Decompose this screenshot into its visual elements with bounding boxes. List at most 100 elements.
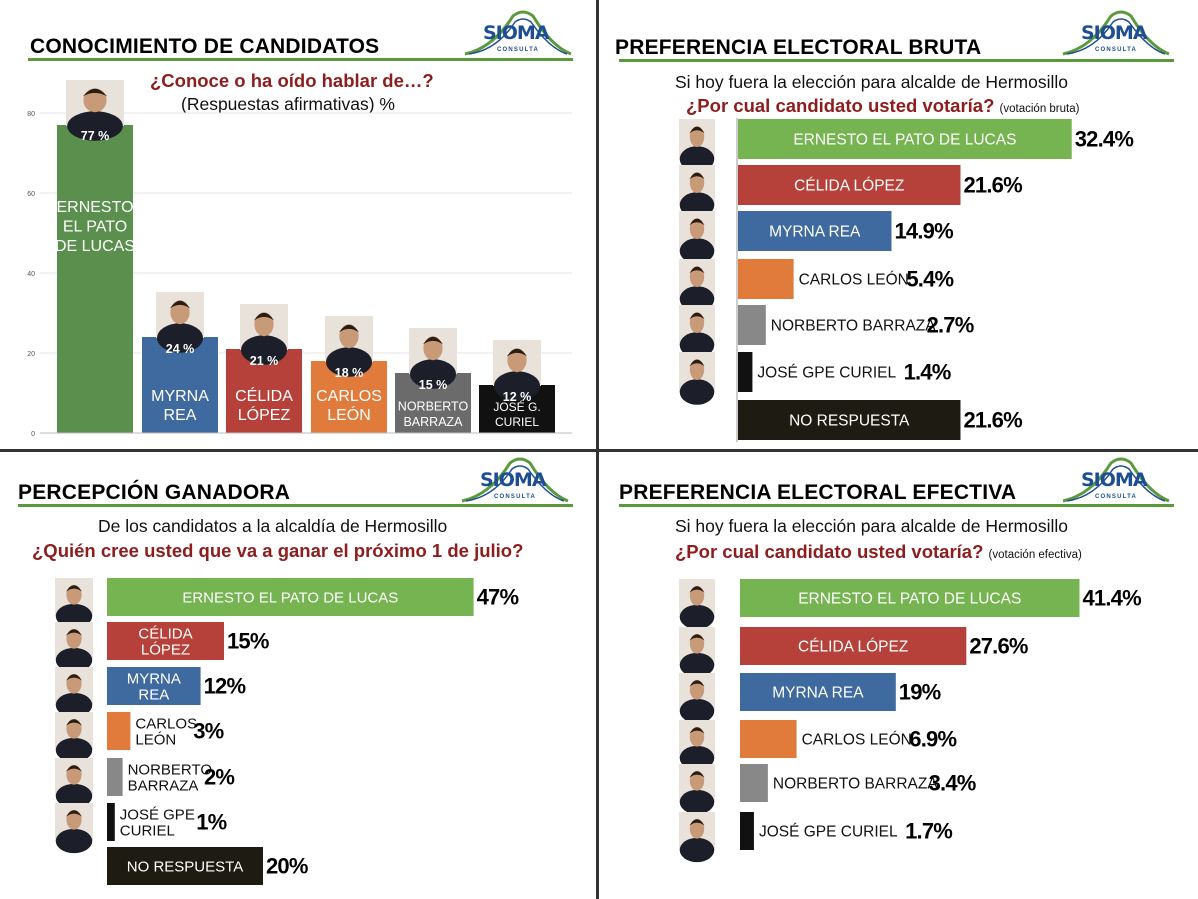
- category-label: JOSÉ GPE CURIEL: [759, 823, 898, 840]
- value-label: 47%: [477, 585, 519, 610]
- category-label: CARLOS LEÓN: [802, 731, 912, 748]
- panel-preferencia-bruta: PREFERENCIA ELECTORAL BRUTA SIOMA CONSUL…: [599, 0, 1198, 449]
- horizontal-divider: [0, 449, 1198, 452]
- category-label: EL PATO: [63, 219, 127, 236]
- bar-5: [738, 305, 766, 345]
- bar-5: [740, 764, 768, 802]
- logo-text: SIOMA: [483, 22, 550, 44]
- intro-text: Si hoy fuera la elección para alcalde de…: [675, 72, 1068, 92]
- sioma-logo: SIOMA CONSULTA: [1061, 455, 1171, 505]
- value-label: 1.7%: [905, 819, 952, 844]
- candidate-photo: [156, 292, 204, 353]
- candidate-photo: [679, 259, 715, 312]
- question-label: ¿Por cual candidato usted votaría?: [675, 541, 984, 562]
- category-label: CARLOS: [316, 388, 382, 405]
- category-label: BARRAZA: [128, 777, 199, 794]
- value-label: 21.6%: [963, 408, 1022, 433]
- question-label: ¿Por cual candidato usted votaría?: [686, 95, 995, 116]
- candidate-photo: [55, 622, 93, 673]
- value-label: 12 %: [503, 390, 532, 404]
- category-label: LÓPEZ: [238, 405, 291, 424]
- bar-4: [740, 720, 797, 758]
- category-label: BARRAZA: [403, 415, 463, 429]
- bar-1: [738, 119, 1072, 159]
- note-text: (votación bruta): [999, 103, 1080, 115]
- value-label: 6.9%: [909, 727, 956, 752]
- raw-preference-bar-chart: ERNESTO EL PATO DE LUCAS 32.4% CÉLIDA LÓPE…: [679, 118, 1134, 442]
- candidate-photo: [679, 165, 715, 218]
- value-label: 32.4%: [1075, 127, 1134, 152]
- value-label: 27.6%: [969, 634, 1028, 659]
- category-label: LEÓN: [135, 731, 176, 748]
- panel-title: PERCEPCIÓN GANADORA: [18, 481, 291, 504]
- value-label: 15 %: [419, 378, 448, 392]
- y-tick-label: 40: [27, 271, 35, 278]
- candidate-photo: [55, 803, 93, 854]
- category-label: MYRNA REA: [772, 684, 864, 701]
- value-label: 20%: [266, 854, 308, 879]
- value-label: 21.6%: [963, 173, 1022, 198]
- bar-5: [107, 758, 123, 796]
- panel-conocimiento: CONOCIMIENTO DE CANDIDATOS SIOMA CONSULT…: [0, 0, 596, 449]
- panel-title: PREFERENCIA ELECTORAL BRUTA: [615, 36, 982, 59]
- sioma-logo: SIOMA CONSULTA: [460, 455, 570, 505]
- question-text: ¿Por cual candidato usted votaría? (vota…: [686, 95, 1079, 117]
- candidate-photo: [55, 758, 93, 809]
- category-label: CARLOS LEÓN: [799, 271, 909, 288]
- category-label: JOSÉ G.: [493, 399, 540, 414]
- value-label: 2.7%: [927, 313, 974, 338]
- candidate-photo: [679, 720, 715, 771]
- value-label: 21 %: [250, 354, 279, 368]
- bar-4: [107, 712, 131, 750]
- intro-text: De los candidatos a la alcaldía de Hermo…: [98, 516, 448, 536]
- note-text: (Respuestas afirmativas) %: [181, 94, 395, 114]
- candidate-photo: [409, 328, 457, 389]
- logo-text: SIOMA: [1081, 22, 1148, 44]
- candidate-photo: [55, 667, 93, 718]
- candidate-photo: [679, 352, 715, 405]
- candidate-photo: [679, 579, 715, 630]
- bar-3: [738, 211, 892, 251]
- category-label: LÓPEZ: [141, 641, 190, 658]
- bar-2: [738, 165, 961, 205]
- value-label: 14.9%: [894, 219, 953, 244]
- value-label: 15%: [227, 629, 269, 654]
- value-label: 41.4%: [1082, 586, 1141, 611]
- category-label: NO RESPUESTA: [127, 858, 243, 875]
- value-label: 2%: [204, 765, 234, 790]
- title-underline: [619, 504, 1174, 507]
- y-tick-label: 60: [27, 191, 35, 198]
- panel-title: PREFERENCIA ELECTORAL EFECTIVA: [619, 481, 1017, 504]
- category-label: CÉLIDA LÓPEZ: [798, 638, 908, 655]
- bar-1: [107, 578, 474, 616]
- sioma-logo: SIOMA CONSULTA: [1061, 8, 1171, 58]
- category-label: NORBERTO BARRAZA: [773, 775, 938, 792]
- bar-4: [738, 259, 794, 299]
- bar-6: [107, 803, 115, 841]
- bar-3: [740, 673, 896, 711]
- category-label: ERNESTO: [56, 199, 133, 216]
- question-text: ¿Quién cree usted que va a ganar el próx…: [32, 540, 524, 561]
- value-label: 1.4%: [904, 360, 951, 385]
- bar-3: [107, 667, 201, 705]
- logo-subtext: CONSULTA: [1095, 47, 1138, 53]
- category-label: JOSÉ GPE CURIEL: [757, 364, 896, 381]
- category-label: CÉLIDA: [235, 386, 293, 405]
- bar-2: [107, 622, 224, 660]
- category-label: CÉLIDA LÓPEZ: [794, 177, 904, 194]
- title-underline: [28, 58, 573, 61]
- bar-6: [740, 812, 754, 850]
- logo-subtext: CONSULTA: [497, 47, 540, 53]
- sioma-logo: SIOMA CONSULTA: [463, 8, 573, 58]
- candidate-photo: [325, 316, 373, 377]
- bar-1: [57, 125, 133, 433]
- category-label: MYRNA: [127, 670, 181, 687]
- category-label: JOSÉ GPE: [120, 806, 195, 823]
- category-label: NORBERTO: [128, 761, 212, 778]
- category-label: NORBERTO BARRAZA: [771, 317, 936, 334]
- candidate-photo: [679, 673, 715, 724]
- bar-7: [107, 847, 263, 885]
- candidate-photo: [679, 211, 715, 264]
- question-text: ¿Por cual candidato usted votaría? (vota…: [675, 541, 1082, 563]
